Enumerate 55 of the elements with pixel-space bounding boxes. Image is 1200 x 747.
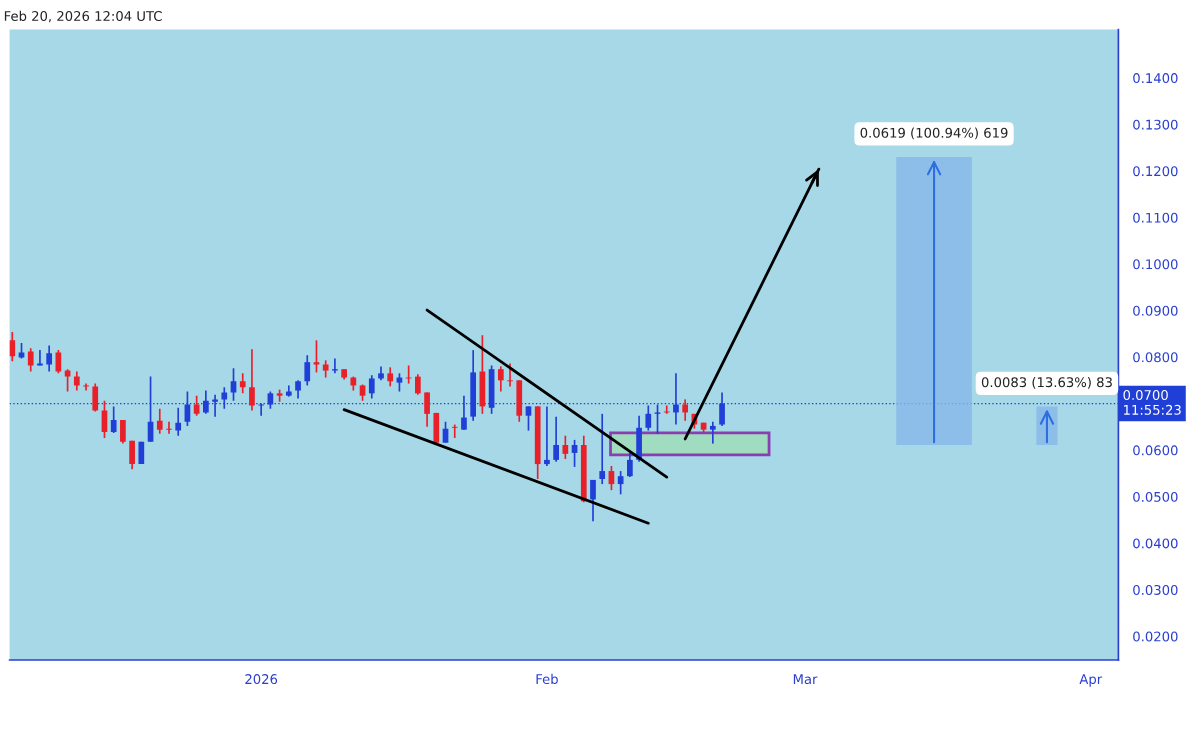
- candlestick: [9, 331, 16, 363]
- candlestick: [83, 382, 89, 392]
- text: Feb 20, 2026 12:04 UTC: [4, 10, 162, 23]
- candlestick: [709, 420, 716, 445]
- candlestick: [221, 386, 228, 410]
- candlestick: [590, 479, 596, 523]
- data-label: 0.0083 (13.63%) 83: [981, 376, 1112, 389]
- x-tick-label: Apr: [1079, 674, 1103, 687]
- candlestick: [415, 373, 421, 396]
- candlestick: [175, 406, 182, 437]
- candlestick: [682, 398, 689, 422]
- candlestick: [562, 434, 569, 460]
- candlestick: [368, 374, 375, 400]
- candlestick: [129, 439, 135, 471]
- candlestick: [239, 372, 246, 395]
- y-tick-label: 0.1400: [1133, 73, 1178, 84]
- candlestick: [544, 405, 550, 467]
- candlestick: [507, 362, 513, 388]
- candlestick: [249, 348, 255, 412]
- y-tick-label: 0.0500: [1133, 491, 1178, 502]
- y-tick-label: 0.1000: [1133, 259, 1178, 270]
- candlestick: [617, 470, 624, 496]
- x-tick-label: 2026: [245, 674, 278, 685]
- candlestick: [46, 344, 53, 373]
- y-tick-label: 0.0300: [1133, 584, 1178, 595]
- candlestick: [27, 347, 34, 373]
- candlestick: [166, 420, 172, 435]
- candlestick: [332, 357, 338, 375]
- x-tick-label: Mar: [793, 674, 818, 685]
- candlestick: [599, 413, 606, 485]
- candlestick: [424, 391, 430, 428]
- candlestick: [451, 423, 458, 439]
- y-tick-label: 0.0900: [1133, 305, 1178, 316]
- candlestick: [553, 415, 559, 463]
- y-tick-label: 0.1100: [1133, 212, 1178, 223]
- candlestick: [304, 354, 311, 387]
- candlestick: [497, 365, 504, 393]
- candlestick: [156, 407, 163, 435]
- ref-line-label: 0.0700 11:55:23: [1123, 390, 1181, 415]
- y-tick-label: 0.0400: [1133, 538, 1178, 549]
- candlestick: [525, 405, 532, 432]
- candlestick: [295, 379, 301, 400]
- candlestick: [627, 452, 633, 478]
- candlestick: [387, 366, 394, 388]
- candlestick: [673, 372, 679, 426]
- y-tick-label: 0.0200: [1133, 631, 1178, 642]
- data-label: 0.0619 (100.94%) 619: [860, 127, 1008, 140]
- candlestick: [73, 370, 80, 392]
- y-tick-label: 0.1200: [1133, 166, 1178, 177]
- y-tick-label: 0.0800: [1133, 352, 1178, 363]
- y-tick-label: 0.0600: [1133, 445, 1178, 456]
- candlestick: [313, 339, 320, 374]
- x-tick-label: Feb: [536, 673, 558, 685]
- y-tick-label: 0.1300: [1133, 119, 1178, 130]
- candlestick: [110, 405, 117, 434]
